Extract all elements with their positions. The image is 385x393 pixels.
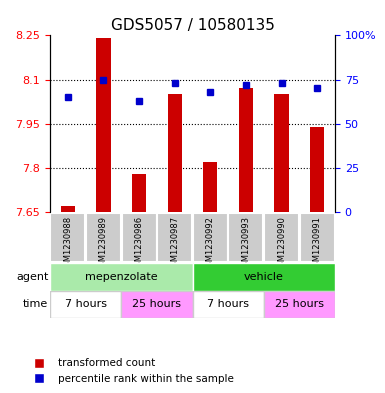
Text: 25 hours: 25 hours	[275, 299, 324, 309]
Text: vehicle: vehicle	[244, 272, 284, 282]
Bar	[50, 263, 192, 290]
Bar	[239, 88, 253, 212]
Text: time: time	[23, 299, 48, 309]
Bar	[167, 94, 182, 212]
Bar	[132, 174, 146, 212]
Text: 7 hours: 7 hours	[207, 299, 249, 309]
Bar	[192, 290, 264, 318]
Bar	[157, 213, 192, 262]
Bar	[50, 213, 85, 262]
Bar	[121, 290, 192, 318]
Text: GSM1230990: GSM1230990	[277, 216, 286, 272]
Text: agent: agent	[16, 272, 48, 282]
Text: 25 hours: 25 hours	[132, 299, 181, 309]
Bar	[275, 94, 289, 212]
Bar	[264, 290, 335, 318]
Text: GSM1230989: GSM1230989	[99, 216, 108, 272]
Bar	[86, 213, 121, 262]
Bar	[193, 213, 228, 262]
Text: GSM1230988: GSM1230988	[64, 216, 72, 272]
Text: mepenzolate: mepenzolate	[85, 272, 157, 282]
Bar	[228, 213, 263, 262]
Bar	[192, 263, 335, 290]
Text: 7 hours: 7 hours	[65, 299, 107, 309]
Bar	[300, 213, 335, 262]
Text: GSM1230986: GSM1230986	[135, 216, 144, 272]
Bar	[203, 162, 218, 212]
Bar	[122, 213, 157, 262]
Title: GDS5057 / 10580135: GDS5057 / 10580135	[110, 18, 275, 33]
Text: GSM1230991: GSM1230991	[313, 216, 321, 272]
Bar	[96, 38, 110, 212]
Text: GSM1230987: GSM1230987	[170, 216, 179, 272]
Bar	[264, 213, 299, 262]
Bar	[61, 206, 75, 212]
Text: GSM1230992: GSM1230992	[206, 216, 215, 272]
Legend: transformed count, percentile rank within the sample: transformed count, percentile rank withi…	[25, 354, 238, 388]
Text: GSM1230993: GSM1230993	[241, 216, 250, 272]
Bar	[50, 290, 121, 318]
Bar	[310, 127, 324, 212]
